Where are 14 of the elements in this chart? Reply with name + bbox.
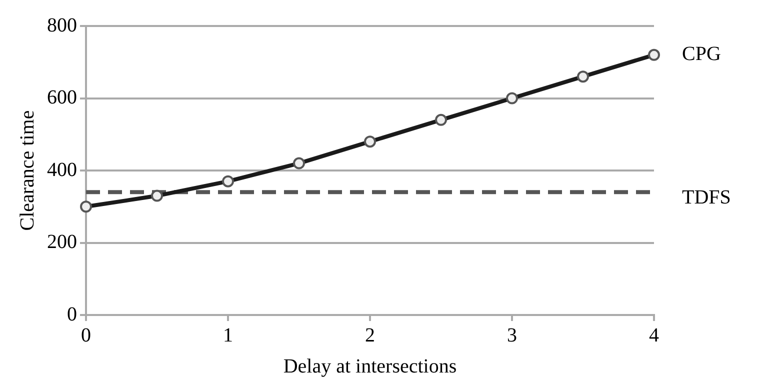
x-tick-label: 3	[507, 324, 517, 346]
y-axis-title: Clearance time	[16, 110, 38, 231]
y-tick-label: 400	[47, 158, 77, 181]
x-tick-label: 0	[81, 324, 91, 346]
y-tick-label: 600	[47, 86, 77, 108]
x-axis-title: Delay at intersections	[283, 355, 457, 378]
x-tick-label: 4	[649, 324, 659, 346]
x-tick-label: 2	[365, 324, 375, 346]
series-label: CPG	[682, 43, 721, 66]
y-tick-label: 0	[67, 303, 77, 326]
series-label: TDFS	[682, 186, 731, 208]
x-tick-label: 1	[223, 324, 233, 346]
y-tick-label: 800	[47, 14, 77, 36]
y-tick-label: 200	[47, 231, 77, 253]
